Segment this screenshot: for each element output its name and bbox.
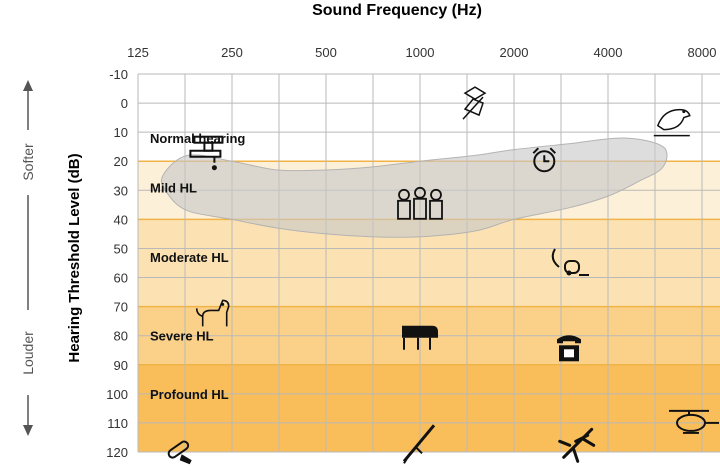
y-tick-label: 90 [114, 358, 128, 373]
x-tick-label: 1000 [406, 45, 435, 60]
leaves-icon [462, 86, 487, 120]
band-label-4: Profound HL [150, 387, 229, 402]
y-tick-label: 0 [121, 96, 128, 111]
band-label-2: Moderate HL [150, 250, 229, 265]
helicopter-icon [669, 409, 719, 434]
y-tick-labels: -10 0 10 20 30 40 50 60 70 80 90 100 110 120 [106, 67, 128, 460]
band-label-0: Normal hearing [150, 131, 245, 146]
speech-banana [160, 137, 668, 238]
vacuum-cleaner-icon [551, 248, 589, 276]
x-tick-labels: 125 250 500 1000 2000 4000 8000 [127, 45, 716, 60]
x-tick-label: 8000 [688, 45, 717, 60]
x-tick-label: 250 [221, 45, 243, 60]
arrow-up-icon [23, 80, 33, 91]
y-tick-label: 100 [106, 387, 128, 402]
bird-icon [653, 108, 691, 137]
chainsaw-icon [167, 440, 192, 465]
telephone-icon [557, 335, 581, 362]
y-tick-label: 40 [114, 212, 128, 227]
x-tick-label: 500 [315, 45, 337, 60]
y-tick-label: 70 [114, 300, 128, 315]
y-tick-label: 120 [106, 445, 128, 460]
y-tick-label: 60 [114, 271, 128, 286]
y-tick-label: -10 [109, 67, 128, 82]
dog-icon [195, 299, 230, 327]
dripping-faucet-icon [189, 135, 224, 171]
piano-icon [402, 325, 438, 350]
family-conversation-icon [397, 186, 443, 220]
x-tick-label: 2000 [500, 45, 529, 60]
sound-icons [167, 86, 719, 465]
y-axis-label: Hearing Threshold Level (dB) [66, 153, 83, 362]
rifle-icon [402, 424, 436, 464]
band-4 [138, 364, 720, 452]
louder-label: Louder [20, 331, 36, 375]
chart-title: Sound Frequency (Hz) [312, 2, 482, 19]
y-tick-label: 10 [114, 125, 128, 140]
loudness-direction-indicator: Softer Louder [20, 80, 36, 436]
y-tick-label: 80 [114, 329, 128, 344]
band-label-3: Severe HL [150, 329, 214, 344]
band-label-1: Mild HL [150, 180, 197, 195]
speech-banana-area [160, 137, 668, 238]
y-tick-label: 20 [114, 154, 128, 169]
x-tick-label: 4000 [594, 45, 623, 60]
y-tick-label: 110 [107, 416, 128, 431]
alarm-clock-icon [532, 147, 557, 173]
y-tick-label: 50 [114, 241, 128, 256]
arrow-down-icon [23, 425, 33, 436]
x-tick-label: 125 [127, 45, 149, 60]
y-tick-label: 30 [114, 183, 128, 198]
softer-label: Softer [20, 143, 36, 181]
grid-lines [137, 73, 720, 453]
airplane-icon [558, 427, 596, 463]
